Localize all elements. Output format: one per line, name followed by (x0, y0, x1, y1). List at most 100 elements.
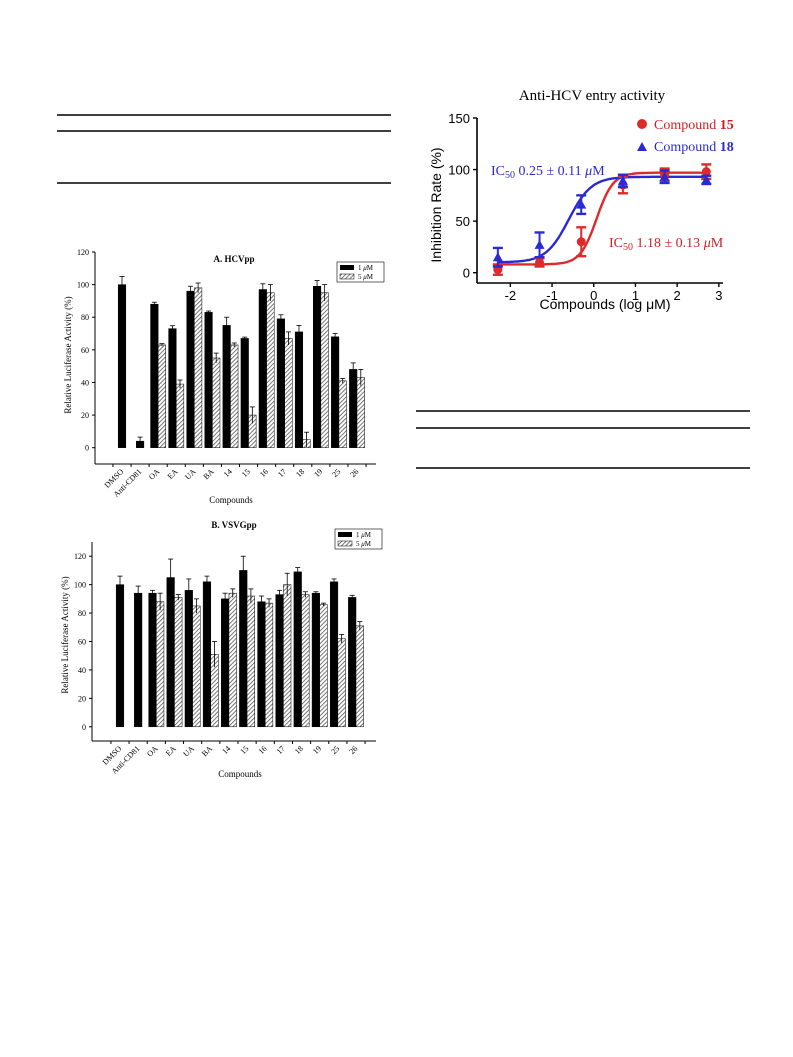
y-tick-label: 20 (78, 694, 86, 703)
legend-label-compound-18: Compound 18 (654, 140, 734, 155)
legend-label-5um: 5 μM (358, 273, 374, 281)
y-tick-label: 0 (463, 266, 470, 281)
bar (311, 592, 320, 728)
x-category-label: UA (181, 744, 196, 759)
x-category-label: BA (200, 744, 214, 758)
x-category-label: 19 (311, 744, 323, 756)
bar (258, 289, 267, 448)
x-category-label: OA (145, 744, 160, 759)
bar (150, 303, 159, 448)
y-tick-label: 60 (78, 638, 86, 647)
x-category-label: 19 (312, 467, 324, 479)
fit-curves (497, 171, 707, 266)
bar (294, 331, 304, 448)
bar (275, 594, 284, 728)
data-point (576, 199, 587, 209)
axis-ticks: 0 50 100 150 -2 -1 0 1 2 3 (448, 111, 722, 303)
data-point (535, 257, 545, 267)
bar (355, 625, 364, 728)
bar (186, 290, 195, 448)
bar (246, 595, 255, 728)
y-tick-label: 80 (78, 609, 86, 618)
bar (202, 581, 212, 728)
bar (283, 584, 292, 728)
bar (331, 336, 340, 448)
x-tick-label: 2 (674, 288, 681, 303)
ic50-annotation-compound-18: IC50 0.25 ± 0.11 μM (491, 164, 605, 181)
fit-curve (497, 171, 707, 266)
bar (166, 577, 175, 728)
legend: 1 μM 5 μM (334, 528, 383, 550)
bar (301, 594, 310, 728)
legend: Compound 15 Compound 18 (637, 118, 734, 155)
x-category-label: 18 (294, 467, 306, 479)
legend-swatch-1um (340, 265, 354, 270)
x-category-label: EA (164, 744, 178, 758)
bar (115, 584, 125, 728)
bar (257, 601, 266, 728)
y-tick-label: 100 (77, 281, 89, 290)
bar (230, 344, 239, 448)
bar (356, 377, 365, 448)
bars (117, 276, 365, 448)
y-tick-label: 120 (74, 552, 86, 561)
bar (338, 380, 347, 448)
legend-label-1um: 1 μM (358, 264, 374, 272)
bar (156, 601, 165, 728)
fit-curve (497, 175, 707, 264)
vsvgpp-bar-chart: B. VSVGpp Relative Luciferase Activity (… (60, 520, 383, 779)
legend-swatch-1um (338, 532, 352, 537)
bar (157, 344, 166, 448)
y-tick-label: 80 (81, 313, 89, 322)
bar (221, 598, 230, 728)
bar (266, 292, 275, 448)
x-category-label: 17 (276, 467, 288, 479)
legend-label-compound-15: Compound 15 (654, 118, 734, 133)
y-axis-label: Relative Luciferase Activity (%) (60, 576, 70, 693)
bar (168, 328, 177, 448)
hcvpp-bar-chart: A. HCVpp Relative Luciferase Activity (%… (63, 248, 385, 505)
bar (212, 357, 221, 448)
chart-title: B. VSVGpp (211, 520, 256, 530)
data-point (576, 237, 586, 247)
bar (194, 287, 203, 448)
bar (239, 570, 248, 728)
x-category-label: 16 (258, 467, 270, 479)
y-tick-label: 120 (77, 248, 89, 257)
bar (117, 284, 127, 448)
y-axis-label: Relative Luciferase Activity (%) (63, 296, 73, 413)
x-category-label: 14 (220, 744, 232, 756)
x-category-label: 14 (222, 467, 234, 479)
data-point (701, 174, 712, 184)
legend-marker-compound-15 (637, 119, 647, 129)
y-axis-label: Inhibition Rate (%) (428, 147, 444, 262)
y-tick-label: 60 (81, 346, 89, 355)
x-category-label: 17 (275, 744, 287, 756)
data-point (617, 175, 628, 185)
bar (348, 597, 357, 728)
table-rules-right (416, 410, 750, 469)
x-category-label: 25 (330, 467, 342, 479)
bar (264, 602, 274, 728)
x-tick-label: 0 (590, 288, 597, 303)
x-category-label: UA (183, 467, 198, 482)
legend-label-5um: 5 μM (356, 540, 372, 548)
bars (115, 555, 364, 728)
dose-response-chart: Anti-HCV entry activity Inhibition Rate … (428, 88, 734, 312)
y-tick-label: 0 (85, 444, 89, 453)
x-axis-label: Compounds (209, 495, 253, 505)
chart-title: A. HCVpp (213, 254, 254, 264)
bar (228, 592, 237, 728)
bar (175, 383, 185, 448)
legend-swatch-5um (337, 540, 353, 547)
x-category-label: EA (166, 467, 180, 481)
data-point (701, 167, 711, 177)
legend-swatch-5um (339, 273, 355, 280)
table-rules-top-left (57, 114, 391, 184)
bar (204, 312, 213, 448)
data-point (492, 252, 503, 262)
bar (320, 292, 329, 448)
x-category-label: 15 (240, 467, 252, 479)
bar (240, 338, 249, 448)
